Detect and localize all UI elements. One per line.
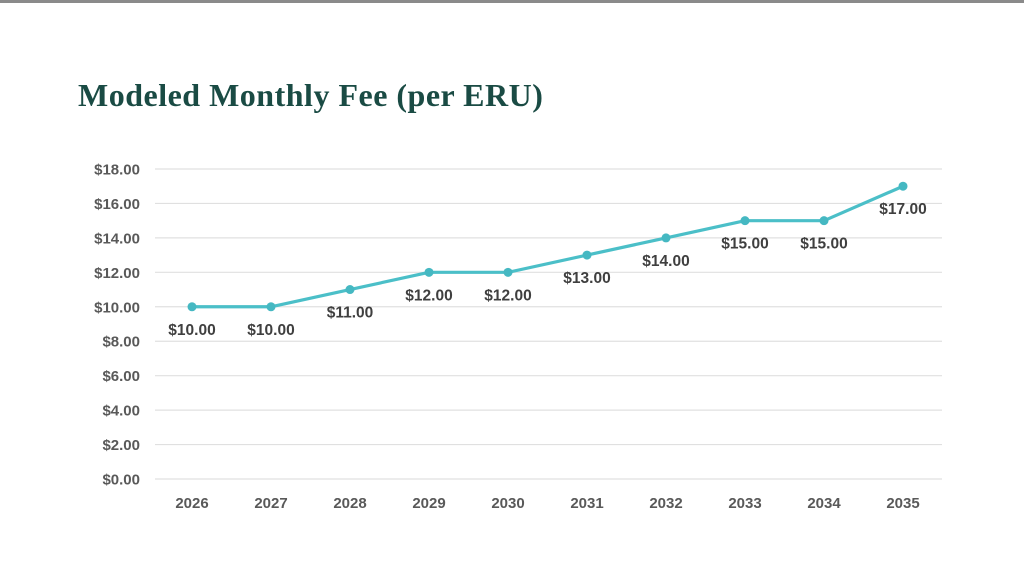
data-point-label: $14.00 xyxy=(642,253,689,270)
x-tick-label: 2032 xyxy=(649,495,682,512)
data-point-label: $10.00 xyxy=(168,322,215,339)
y-tick-label: $8.00 xyxy=(102,334,140,351)
x-tick-label: 2027 xyxy=(254,495,287,512)
x-tick-label: 2029 xyxy=(412,495,445,512)
data-point-label: $10.00 xyxy=(247,322,294,339)
y-tick-label: $4.00 xyxy=(102,403,140,420)
x-tick-label: 2031 xyxy=(570,495,603,512)
x-tick-label: 2028 xyxy=(333,495,366,512)
data-point-marker xyxy=(819,216,829,226)
data-point-marker xyxy=(582,250,592,260)
data-point-marker xyxy=(187,302,197,312)
y-tick-label: $0.00 xyxy=(102,472,140,489)
top-border-bar xyxy=(0,0,1024,3)
data-point-label: $11.00 xyxy=(327,305,374,322)
y-tick-label: $12.00 xyxy=(94,265,140,282)
data-point-marker xyxy=(898,181,908,191)
x-tick-label: 2026 xyxy=(175,495,208,512)
x-tick-label: 2030 xyxy=(491,495,524,512)
data-point-label: $17.00 xyxy=(879,201,926,218)
data-point-marker xyxy=(661,233,671,243)
data-point-label: $12.00 xyxy=(405,287,452,304)
data-point-marker xyxy=(503,267,513,277)
x-tick-label: 2035 xyxy=(886,495,919,512)
x-tick-label: 2034 xyxy=(807,495,841,512)
data-point-marker xyxy=(740,216,750,226)
y-tick-label: $16.00 xyxy=(94,196,140,213)
data-point-label: $15.00 xyxy=(800,236,847,253)
y-tick-label: $14.00 xyxy=(94,230,140,247)
series-line xyxy=(190,184,905,309)
data-point-marker xyxy=(266,302,276,312)
x-tick-label: 2033 xyxy=(728,495,761,512)
y-tick-label: $2.00 xyxy=(102,437,140,454)
chart-title: Modeled Monthly Fee (per ERU) xyxy=(78,77,544,114)
data-point-marker xyxy=(345,285,355,295)
data-point-marker xyxy=(424,267,434,277)
data-point-label: $15.00 xyxy=(721,236,768,253)
data-point-label: $12.00 xyxy=(484,287,531,304)
y-tick-label: $10.00 xyxy=(94,299,140,316)
data-point-label: $13.00 xyxy=(563,270,610,287)
y-tick-label: $6.00 xyxy=(102,368,140,385)
y-tick-label: $18.00 xyxy=(94,162,140,179)
